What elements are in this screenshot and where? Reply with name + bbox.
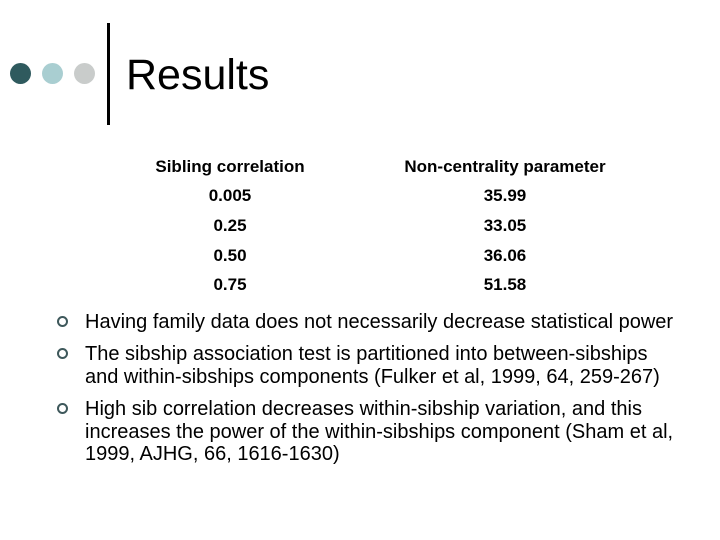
results-table: Sibling correlation Non-centrality param…	[130, 152, 680, 300]
bullet-item: High sib correlation decreases within-si…	[55, 398, 705, 465]
table-header-non-centrality-parameter: Non-centrality parameter	[404, 156, 606, 176]
bullet-text: The sibship association test is partitio…	[85, 343, 660, 388]
table-cell: 33.05	[483, 215, 527, 235]
table-cell: 0.25	[213, 215, 247, 235]
table-cell: 0.75	[213, 275, 247, 295]
slide-title: Results	[126, 51, 270, 99]
table-cell: 35.99	[483, 186, 527, 206]
table-cell: 36.06	[483, 245, 527, 265]
circle-bullet-icon	[57, 316, 68, 327]
bullet-list: Having family data does not necessarily …	[55, 311, 705, 465]
circle-bullet-icon	[57, 403, 68, 415]
title-vertical-rule	[107, 23, 110, 125]
bullet-text: High sib correlation decreases within-si…	[85, 398, 673, 465]
bullet-item: Having family data does not necessarily …	[55, 311, 705, 333]
title-decoration-dots	[10, 63, 95, 84]
circle-bullet-icon	[57, 348, 68, 360]
bullet-line: and within-sibships components (Fulker e…	[85, 365, 660, 388]
bullet-line: increases the power of the within-sibshi…	[85, 420, 674, 443]
table-header-sibling-correlation: Sibling correlation	[155, 156, 305, 176]
table-cell: 0.50	[213, 245, 247, 265]
table-cell: 51.58	[483, 275, 527, 295]
table-cell: 0.005	[208, 186, 252, 206]
bullet-item: The sibship association test is partitio…	[55, 343, 705, 388]
bullet-line: 1999, AJHG, 66, 1616-1630)	[85, 443, 340, 466]
bullet-line: High sib correlation decreases within-si…	[85, 398, 642, 421]
bullet-line: The sibship association test is partitio…	[85, 343, 648, 366]
bullet-line: Having family data does not necessarily …	[85, 311, 674, 333]
gray-dot-icon	[74, 63, 95, 84]
dark-teal-dot-icon	[10, 63, 31, 84]
light-teal-dot-icon	[42, 63, 63, 84]
bullet-text: Having family data does not necessarily …	[85, 311, 673, 333]
